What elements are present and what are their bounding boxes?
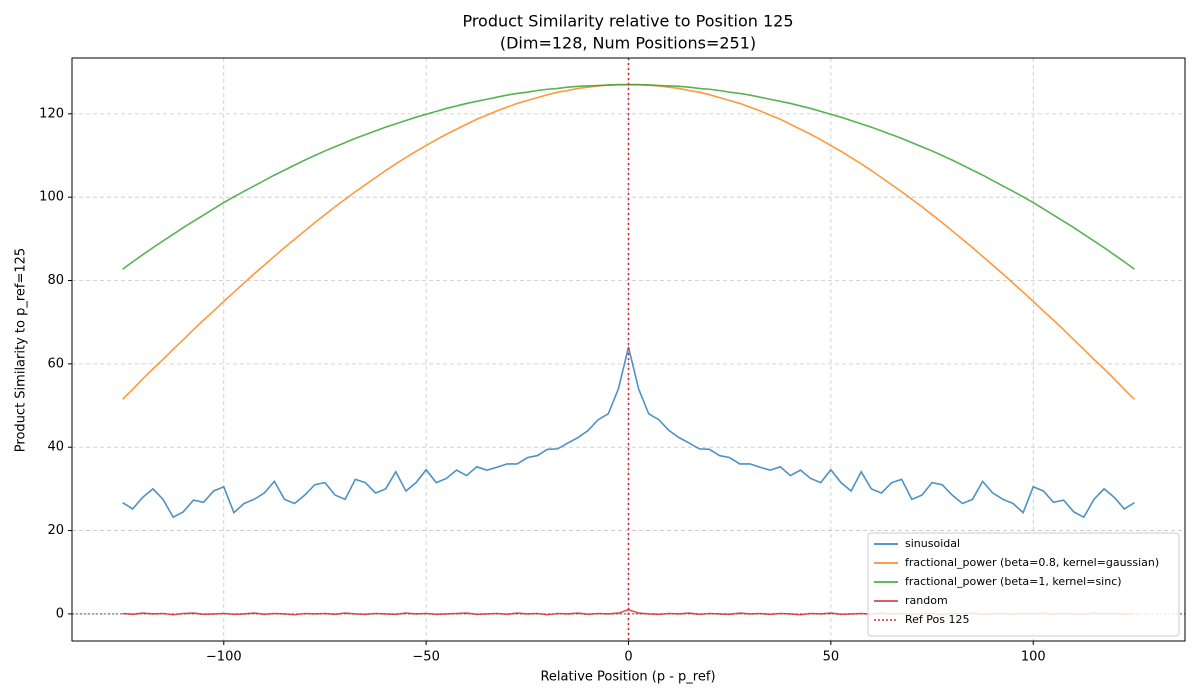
legend-label: fractional_power (beta=0.8, kernel=gauss… bbox=[905, 556, 1159, 569]
y-tick-label: 40 bbox=[47, 440, 64, 455]
y-tick-label: 60 bbox=[47, 356, 64, 371]
y-tick-label: 80 bbox=[47, 273, 64, 288]
y-tick-label: 120 bbox=[39, 106, 64, 121]
legend-box bbox=[867, 532, 1180, 637]
line-series bbox=[122, 347, 1135, 519]
plot-frame bbox=[71, 57, 1186, 642]
legend-label: fractional_power (beta=1, kernel=sinc) bbox=[905, 575, 1122, 588]
y-axis-label: Product Similarity to p_ref=125 bbox=[14, 248, 29, 452]
x-axis-label: Relative Position (p - p_ref) bbox=[540, 670, 715, 685]
x-tick-label: −50 bbox=[412, 650, 439, 665]
x-tick-label: 0 bbox=[624, 650, 632, 665]
legend-label: random bbox=[905, 594, 948, 607]
legend-label: sinusoidal bbox=[905, 537, 960, 550]
chart-subtitle: (Dim=128, Num Positions=251) bbox=[500, 34, 756, 53]
legend-label: Ref Pos 125 bbox=[905, 613, 969, 626]
y-tick-label: 20 bbox=[47, 523, 64, 538]
x-tick-label: 100 bbox=[1021, 650, 1046, 665]
y-tick-label: 0 bbox=[56, 606, 64, 621]
x-tick-label: 50 bbox=[823, 650, 840, 665]
chart-title: Product Similarity relative to Position … bbox=[462, 12, 793, 31]
x-tick-label: −100 bbox=[206, 650, 242, 665]
y-tick-label: 100 bbox=[39, 190, 64, 205]
